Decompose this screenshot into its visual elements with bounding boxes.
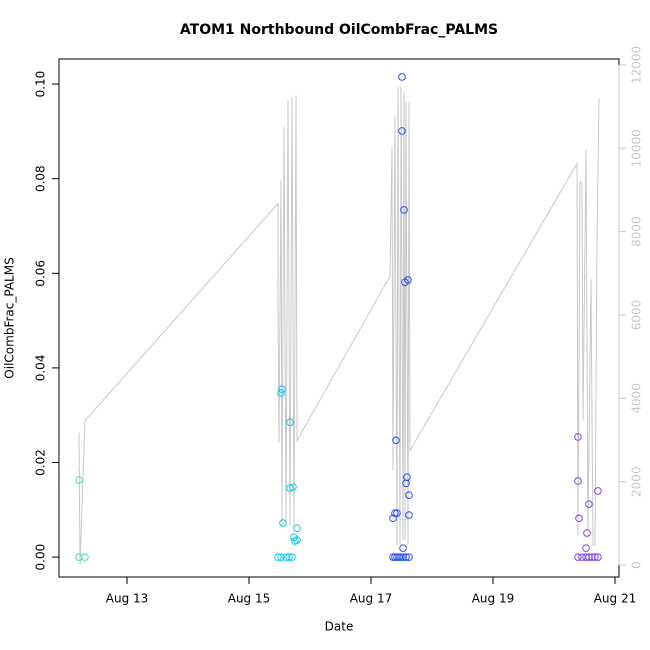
point — [574, 553, 582, 561]
point — [398, 73, 406, 81]
y-tick-label: 0.10 — [34, 71, 48, 98]
point — [389, 514, 397, 523]
y-tick-label: 0.08 — [34, 165, 48, 192]
y2-tick-label: 8000 — [630, 216, 644, 247]
x-tick-label: Aug 19 — [472, 592, 515, 606]
y2-tick-label: 0 — [630, 561, 644, 569]
point — [405, 511, 413, 519]
point — [286, 484, 294, 492]
point — [575, 514, 583, 523]
y-tick-label: 0.02 — [34, 449, 48, 476]
y-tick-label: 0.00 — [34, 544, 48, 571]
point — [400, 206, 408, 214]
point — [293, 536, 301, 544]
x-tick-label: Aug 21 — [594, 592, 637, 606]
point — [293, 524, 301, 533]
point — [285, 553, 293, 561]
point — [585, 553, 593, 561]
point — [286, 418, 294, 427]
point — [277, 553, 285, 561]
point — [582, 544, 590, 552]
y2-tick-label: 6000 — [630, 300, 644, 331]
point — [398, 127, 406, 135]
point — [404, 276, 412, 284]
point — [288, 553, 296, 561]
point — [391, 509, 399, 517]
point — [278, 385, 286, 393]
point — [274, 553, 282, 561]
point — [585, 500, 593, 508]
point — [389, 553, 397, 561]
chart-title: ATOM1 Northbound OilCombFrac_PALMS — [180, 22, 498, 38]
y-axis-label: OilCombFrac_PALMS — [3, 257, 17, 378]
point — [594, 487, 602, 495]
y-tick-label: 0.04 — [34, 355, 48, 382]
point — [75, 476, 83, 484]
x-tick-label: Aug 13 — [106, 592, 149, 606]
point — [393, 553, 401, 561]
point — [75, 553, 83, 561]
point — [391, 553, 399, 561]
point — [81, 553, 89, 561]
y2-tick-label: 10000 — [630, 129, 644, 167]
altitude-line — [78, 86, 600, 566]
point — [402, 553, 410, 561]
point — [289, 483, 297, 491]
point — [405, 553, 413, 561]
point — [574, 477, 582, 485]
point — [277, 389, 285, 397]
point — [405, 491, 413, 499]
x-axis-label: Date — [325, 620, 354, 634]
point — [582, 553, 590, 561]
point — [392, 436, 400, 445]
y-tick-label: 0.06 — [34, 260, 48, 287]
point — [399, 553, 407, 561]
point — [402, 479, 410, 488]
point — [574, 433, 582, 441]
point — [594, 553, 602, 561]
point — [588, 553, 596, 561]
x-tick-label: Aug 15 — [228, 592, 271, 606]
point — [397, 553, 405, 561]
y2-tick-label: 2000 — [630, 466, 644, 497]
x-tick-label: Aug 17 — [350, 592, 393, 606]
point — [591, 553, 599, 561]
point — [399, 544, 407, 552]
point — [583, 529, 591, 537]
point — [279, 519, 287, 527]
point — [282, 553, 290, 561]
point — [393, 509, 401, 517]
y2-tick-label: 12000 — [630, 46, 644, 84]
y2-tick-label: 4000 — [630, 383, 644, 414]
